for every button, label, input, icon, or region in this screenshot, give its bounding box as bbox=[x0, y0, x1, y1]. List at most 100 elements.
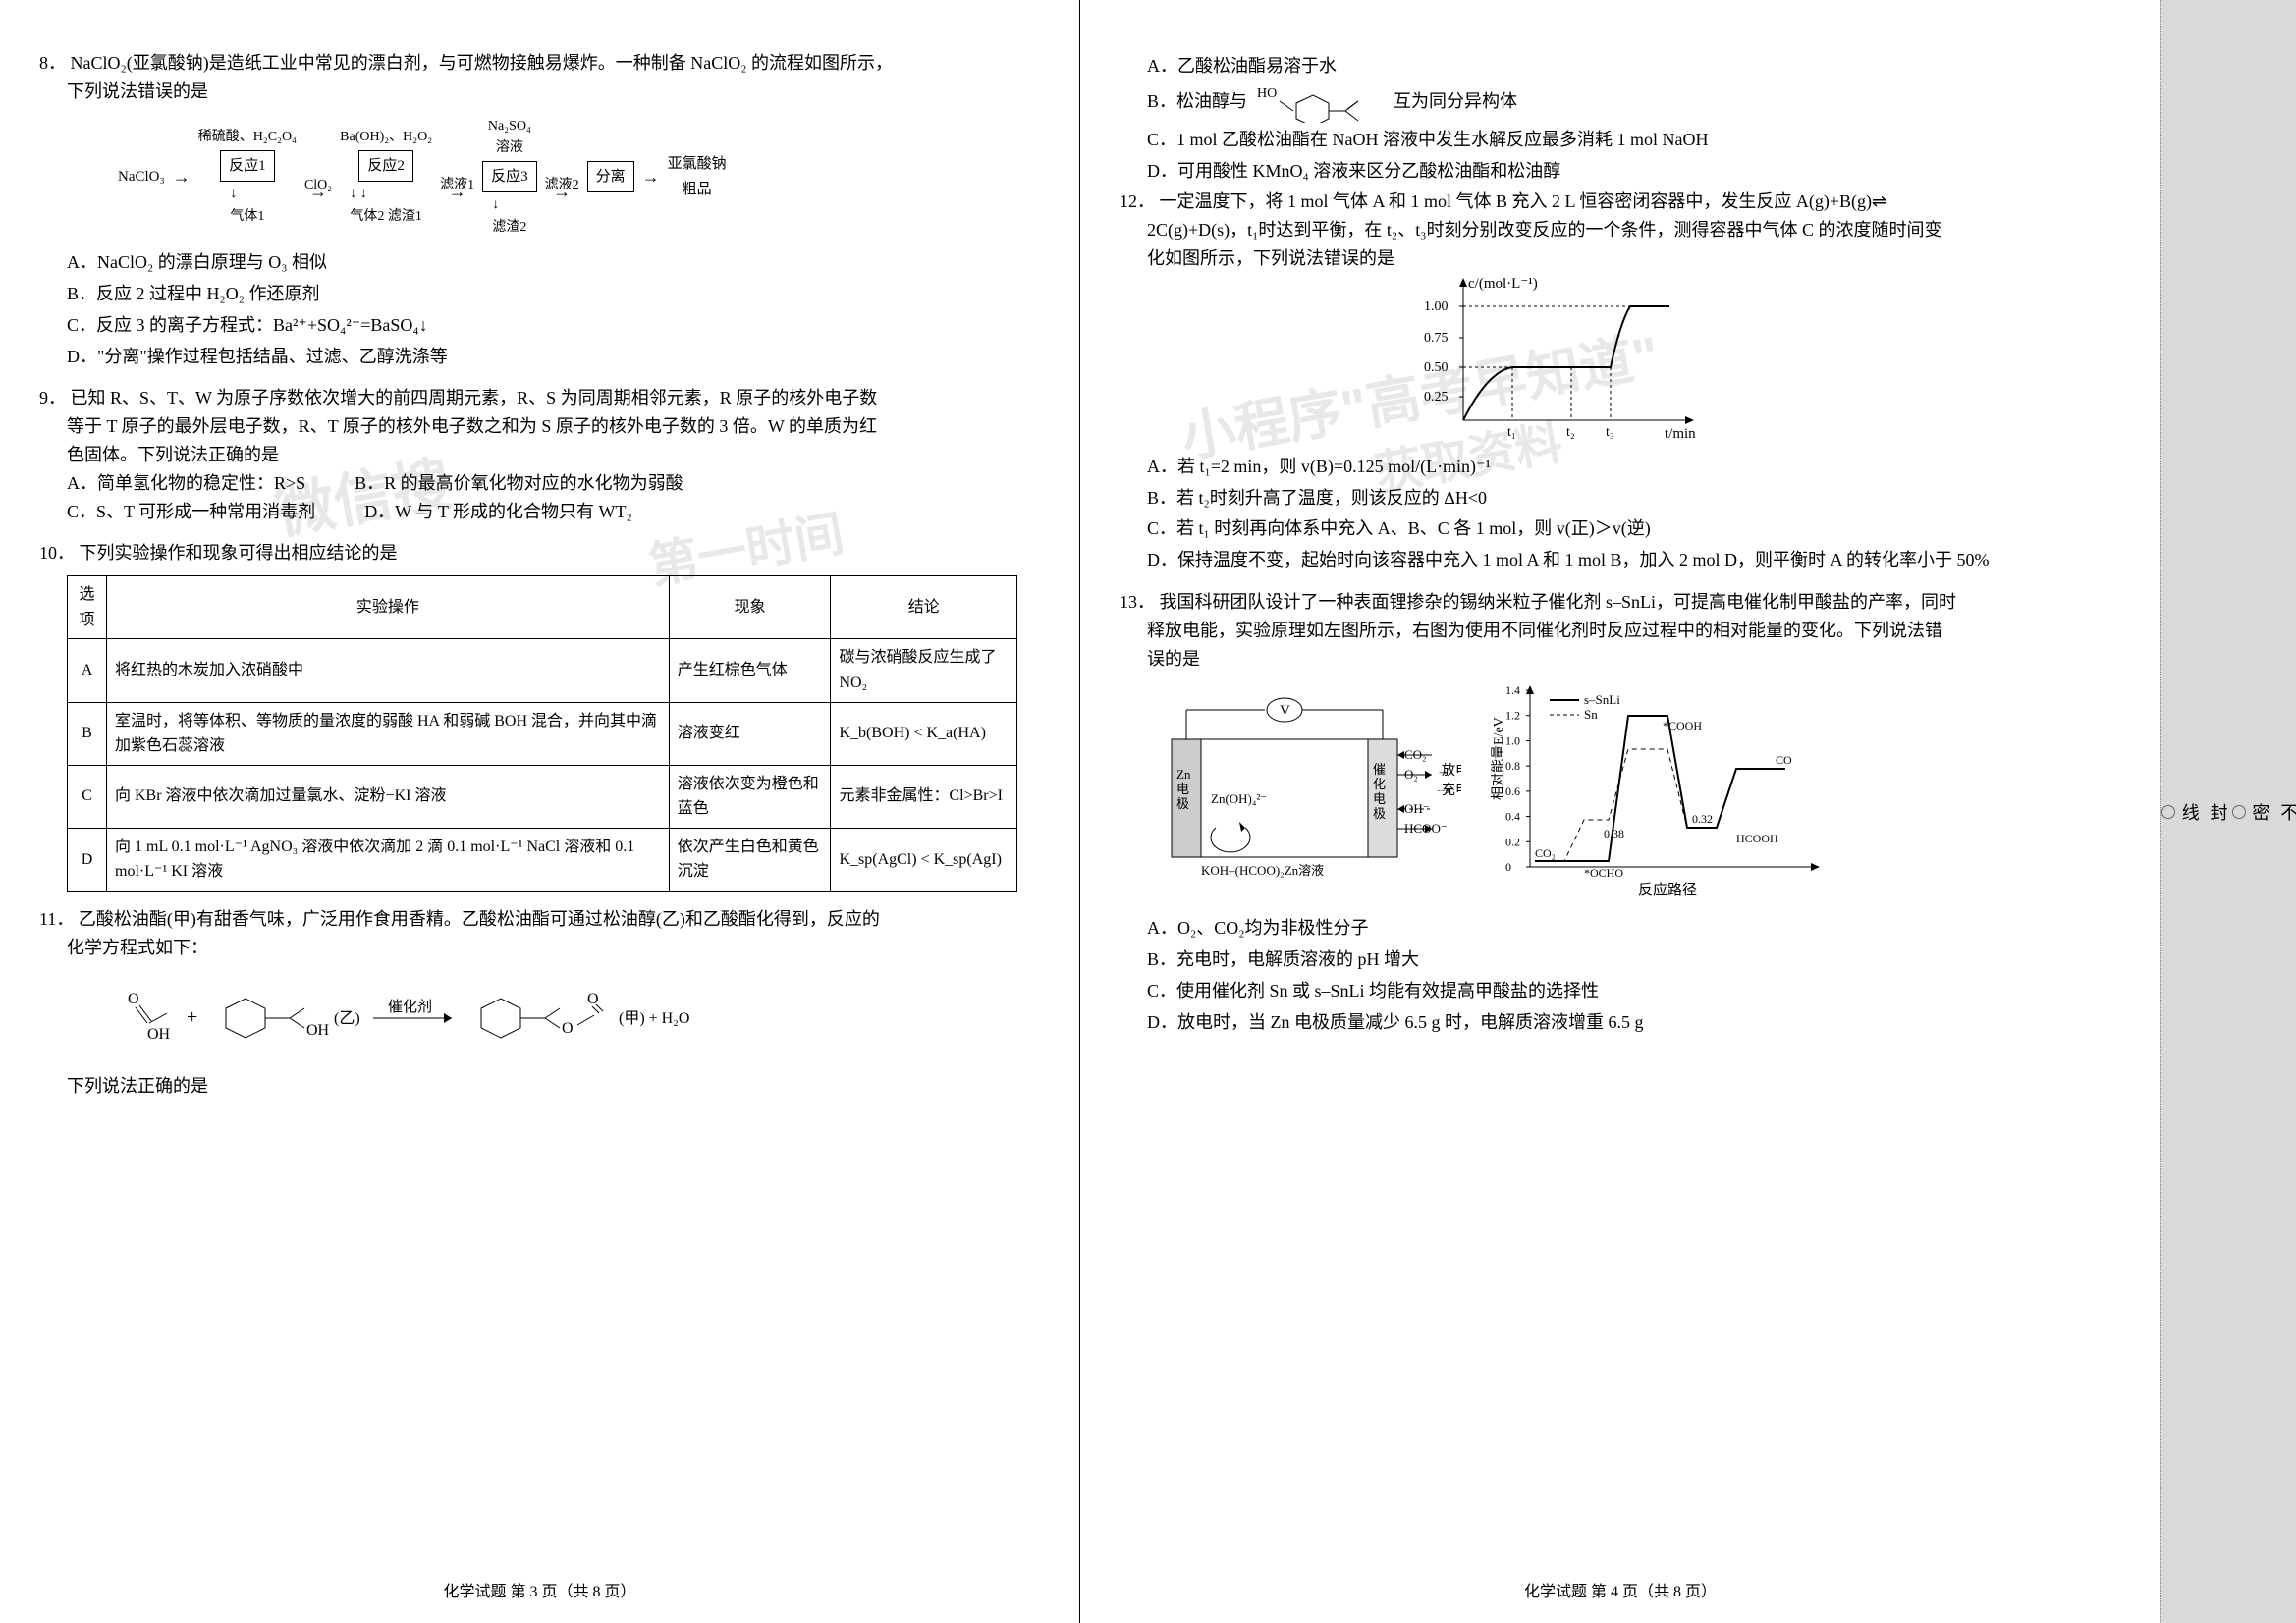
svg-text:相对能量E/eV: 相对能量E/eV bbox=[1491, 718, 1506, 801]
binding-text: 线 bbox=[2175, 803, 2204, 821]
q13-stem3: 误的是 bbox=[1120, 645, 2121, 674]
table-cell: 将红热的木炭加入浓硝酸中 bbox=[107, 639, 670, 702]
svg-text:极: 极 bbox=[1176, 796, 1189, 811]
flow-above2: Ba(OH)₂、H₂O₂ bbox=[340, 127, 432, 148]
svg-text:t₃: t₃ bbox=[1606, 425, 1614, 440]
svg-text:CO: CO bbox=[1776, 753, 1792, 767]
q11-opt-a: A．乙酸松油酯易溶于水 bbox=[1147, 52, 2121, 81]
q9-num: 9． bbox=[39, 388, 66, 407]
table-cell: 溶液依次变为橙色和蓝色 bbox=[669, 765, 831, 828]
question-9: 9． 已知 R、S、T、W 为原子序数依次增大的前四周期元素，R、S 为同周期相… bbox=[39, 384, 1040, 525]
q12-opt-b: B．若 t₂时刻升高了温度，则该反应的 ΔH<0 bbox=[1147, 484, 2121, 513]
svg-text:1.0: 1.0 bbox=[1505, 734, 1520, 748]
q11-opt-d: D．可用酸性 KMnO₄ 溶液来区分乙酸松油酯和松油醇 bbox=[1147, 157, 2121, 186]
svg-text:0.75: 0.75 bbox=[1424, 331, 1449, 346]
arrow-icon: → bbox=[173, 163, 191, 191]
flow-above1: 稀硫酸、H₂C₂O₄ bbox=[198, 127, 297, 148]
q10-stem: 下列实验操作和现象可得出相应结论的是 bbox=[80, 543, 398, 563]
svg-text:1.00: 1.00 bbox=[1424, 299, 1449, 314]
svg-text:电: 电 bbox=[1373, 791, 1386, 806]
svg-text:催: 催 bbox=[1373, 762, 1386, 777]
q10-table: 选项 实验操作 现象 结论 A将红热的木炭加入浓硝酸中产生红棕色气体碳与浓硝酸反… bbox=[67, 575, 1017, 892]
page-footer-4: 化学试题 第 4 页（共 8 页） bbox=[1080, 1580, 2160, 1605]
table-cell: 向 1 mL 0.1 mol·L⁻¹ AgNO₃ 溶液中依次滴加 2 滴 0.1… bbox=[107, 828, 670, 891]
q13-stem1: 我国科研团队设计了一种表面锂掺杂的锡纳米粒子催化剂 s–SnLi，可提高电催化制… bbox=[1160, 592, 1957, 612]
binding-note: 不 bbox=[2273, 803, 2296, 821]
q11-stem1: 乙酸松油酯(甲)有甜香气味，广泛用作食用香精。乙酸松油酯可通过松油醇(乙)和乙酸… bbox=[79, 909, 880, 929]
table-cell: 依次产生白色和黄色沉淀 bbox=[669, 828, 831, 891]
svg-text:(乙): (乙) bbox=[334, 1010, 360, 1027]
svg-text:O: O bbox=[562, 1020, 574, 1037]
page-footer-3: 化学试题 第 3 页（共 8 页） bbox=[0, 1580, 1079, 1605]
svg-text:催化剂: 催化剂 bbox=[388, 999, 432, 1015]
q13-opt-b: B．充电时，电解质溶液的 pH 增大 bbox=[1147, 946, 2121, 974]
q11-stem3: 下列说法正确的是 bbox=[39, 1072, 1040, 1101]
question-13: 13． 我国科研团队设计了一种表面锂掺杂的锡纳米粒子催化剂 s–SnLi，可提高… bbox=[1120, 588, 2121, 1037]
table-cell: 室温时，将等体积、等物质的量浓度的弱酸 HA 和弱碱 BOH 混合，并向其中滴加… bbox=[107, 702, 670, 765]
flow-mid3: 滤液2 bbox=[545, 175, 579, 196]
q12-stem3: 化如图所示，下列说法错误的是 bbox=[1120, 244, 2121, 273]
svg-text:OH: OH bbox=[147, 1026, 171, 1043]
svg-text:极: 极 bbox=[1373, 806, 1386, 821]
q11-opt-b: B．松油醇与 HO 互为同分异构体 bbox=[1147, 83, 2121, 123]
question-12: 12． 一定温度下，将 1 mol 气体 A 和 1 mol 气体 B 充入 2… bbox=[1120, 188, 2121, 574]
flow-above3-1: Na₂SO₄ bbox=[488, 119, 531, 134]
q10-h0: 选项 bbox=[68, 576, 107, 639]
svg-text:OH: OH bbox=[306, 1022, 330, 1039]
q9-opt-c: C．S、T 可形成一种常用消毒剂 bbox=[67, 498, 315, 526]
q12-num: 12． bbox=[1120, 191, 1155, 211]
q13-opt-c: C．使用催化剂 Sn 或 s–SnLi 均能有效提高甲酸盐的选择性 bbox=[1147, 977, 2121, 1005]
q12-opt-c: C．若 t₁ 时刻再向体系中充入 A、B、C 各 1 mol，则 v(正)＞v(… bbox=[1147, 514, 2121, 543]
table-cell: 产生红棕色气体 bbox=[669, 639, 831, 702]
flow-below2b: 滤渣1 bbox=[388, 209, 422, 224]
table-cell: D bbox=[68, 828, 107, 891]
svg-text:电: 电 bbox=[1176, 782, 1189, 796]
svg-text:0.6: 0.6 bbox=[1505, 784, 1520, 798]
table-cell: 元素非金属性：Cl>Br>I bbox=[831, 765, 1017, 828]
svg-text:(甲) + H₂O: (甲) + H₂O bbox=[619, 1010, 689, 1027]
q10-h2: 现象 bbox=[669, 576, 831, 639]
q9-stem3: 色固体。下列说法正确的是 bbox=[39, 441, 1040, 469]
question-11: 11． 乙酸松油酯(甲)有甜香气味，广泛用作食用香精。乙酸松油酯可通过松油醇(乙… bbox=[39, 905, 1040, 1101]
q13-stem2: 释放电能，实验原理如左图所示，右图为使用不同催化剂时反应过程中的相对能量的变化。… bbox=[1120, 617, 2121, 645]
svg-text:Zn: Zn bbox=[1176, 767, 1191, 782]
svg-text:0.32: 0.32 bbox=[1692, 812, 1713, 826]
svg-text:t₁: t₁ bbox=[1507, 425, 1516, 440]
svg-text:0.4: 0.4 bbox=[1505, 810, 1520, 824]
q12-stem2: 2C(g)+D(s)，t₁时达到平衡，在 t₂、t₃时刻分别改变反应的一个条件，… bbox=[1120, 216, 2121, 244]
table-cell: 碳与浓硝酸反应生成了 NO₂ bbox=[831, 639, 1017, 702]
svg-text:Zn(OH)₄²⁻: Zn(OH)₄²⁻ bbox=[1211, 791, 1267, 806]
table-row: A将红热的木炭加入浓硝酸中产生红棕色气体碳与浓硝酸反应生成了 NO₂ bbox=[68, 639, 1017, 702]
flow-below3: 滤渣2 bbox=[492, 220, 526, 235]
svg-text:O: O bbox=[128, 991, 139, 1007]
svg-text:+: + bbox=[187, 1006, 197, 1028]
svg-text:*OCHO: *OCHO bbox=[1584, 866, 1623, 880]
q12-chart: c/(mol·L⁻¹) t/min 1.00 0.75 0.50 0.25 bbox=[1414, 273, 1709, 450]
svg-text:0.50: 0.50 bbox=[1424, 360, 1449, 375]
svg-text:0.8: 0.8 bbox=[1505, 760, 1520, 774]
table-cell: K_sp(AgCl) < K_sp(AgI) bbox=[831, 828, 1017, 891]
question-10: 10． 下列实验操作和现象可得出相应结论的是 选项 实验操作 现象 结论 A将红… bbox=[39, 539, 1040, 892]
svg-text:放电: 放电 bbox=[1442, 763, 1461, 779]
q10-num: 10． bbox=[39, 543, 75, 563]
q8-opt-c: C．反应 3 的离子方程式：Ba²⁺+SO₄²⁻=BaSO₄↓ bbox=[67, 311, 1040, 340]
chem-structure-icon: HO bbox=[1252, 83, 1390, 123]
svg-text:HCOOH: HCOOH bbox=[1736, 832, 1778, 845]
binding-margin: 内 此 卷 只 装 装 订 订 不 密 封 线 外 装 订 线 bbox=[2160, 0, 2296, 1623]
q8-opt-b: B．反应 2 过程中 H₂O₂ 作还原剂 bbox=[67, 280, 1040, 308]
q9-stem1: 已知 R、S、T、W 为原子序数依次增大的前四周期元素，R、S 为同周期相邻元素… bbox=[71, 388, 878, 407]
table-row: B室温时，将等体积、等物质的量浓度的弱酸 HA 和弱碱 BOH 混合，并向其中滴… bbox=[68, 702, 1017, 765]
flow-mid1: ClO₂ bbox=[304, 175, 332, 196]
q9-opt-a: A．简单氢化物的稳定性：R>S bbox=[67, 469, 305, 498]
q11-stem2: 化学方程式如下： bbox=[39, 934, 1040, 962]
q11-num: 11． bbox=[39, 909, 74, 929]
q8-num: 8． bbox=[39, 53, 66, 73]
q12-opt-a: A．若 t₁=2 min，则 v(B)=0.125 mol/(L·min)⁻¹ bbox=[1147, 453, 2121, 481]
page-4: A．乙酸松油酯易溶于水 B．松油醇与 HO 互为同分异构体 C．1 mol 乙酸… bbox=[1080, 0, 2160, 1623]
svg-text:0.2: 0.2 bbox=[1505, 836, 1520, 849]
q10-h3: 结论 bbox=[831, 576, 1017, 639]
svg-text:0.38: 0.38 bbox=[1604, 827, 1624, 840]
punch-hole-icon bbox=[2232, 805, 2246, 819]
flow-below1: 气体1 bbox=[230, 209, 264, 224]
flow-above3-2: 溶液 bbox=[496, 140, 523, 155]
